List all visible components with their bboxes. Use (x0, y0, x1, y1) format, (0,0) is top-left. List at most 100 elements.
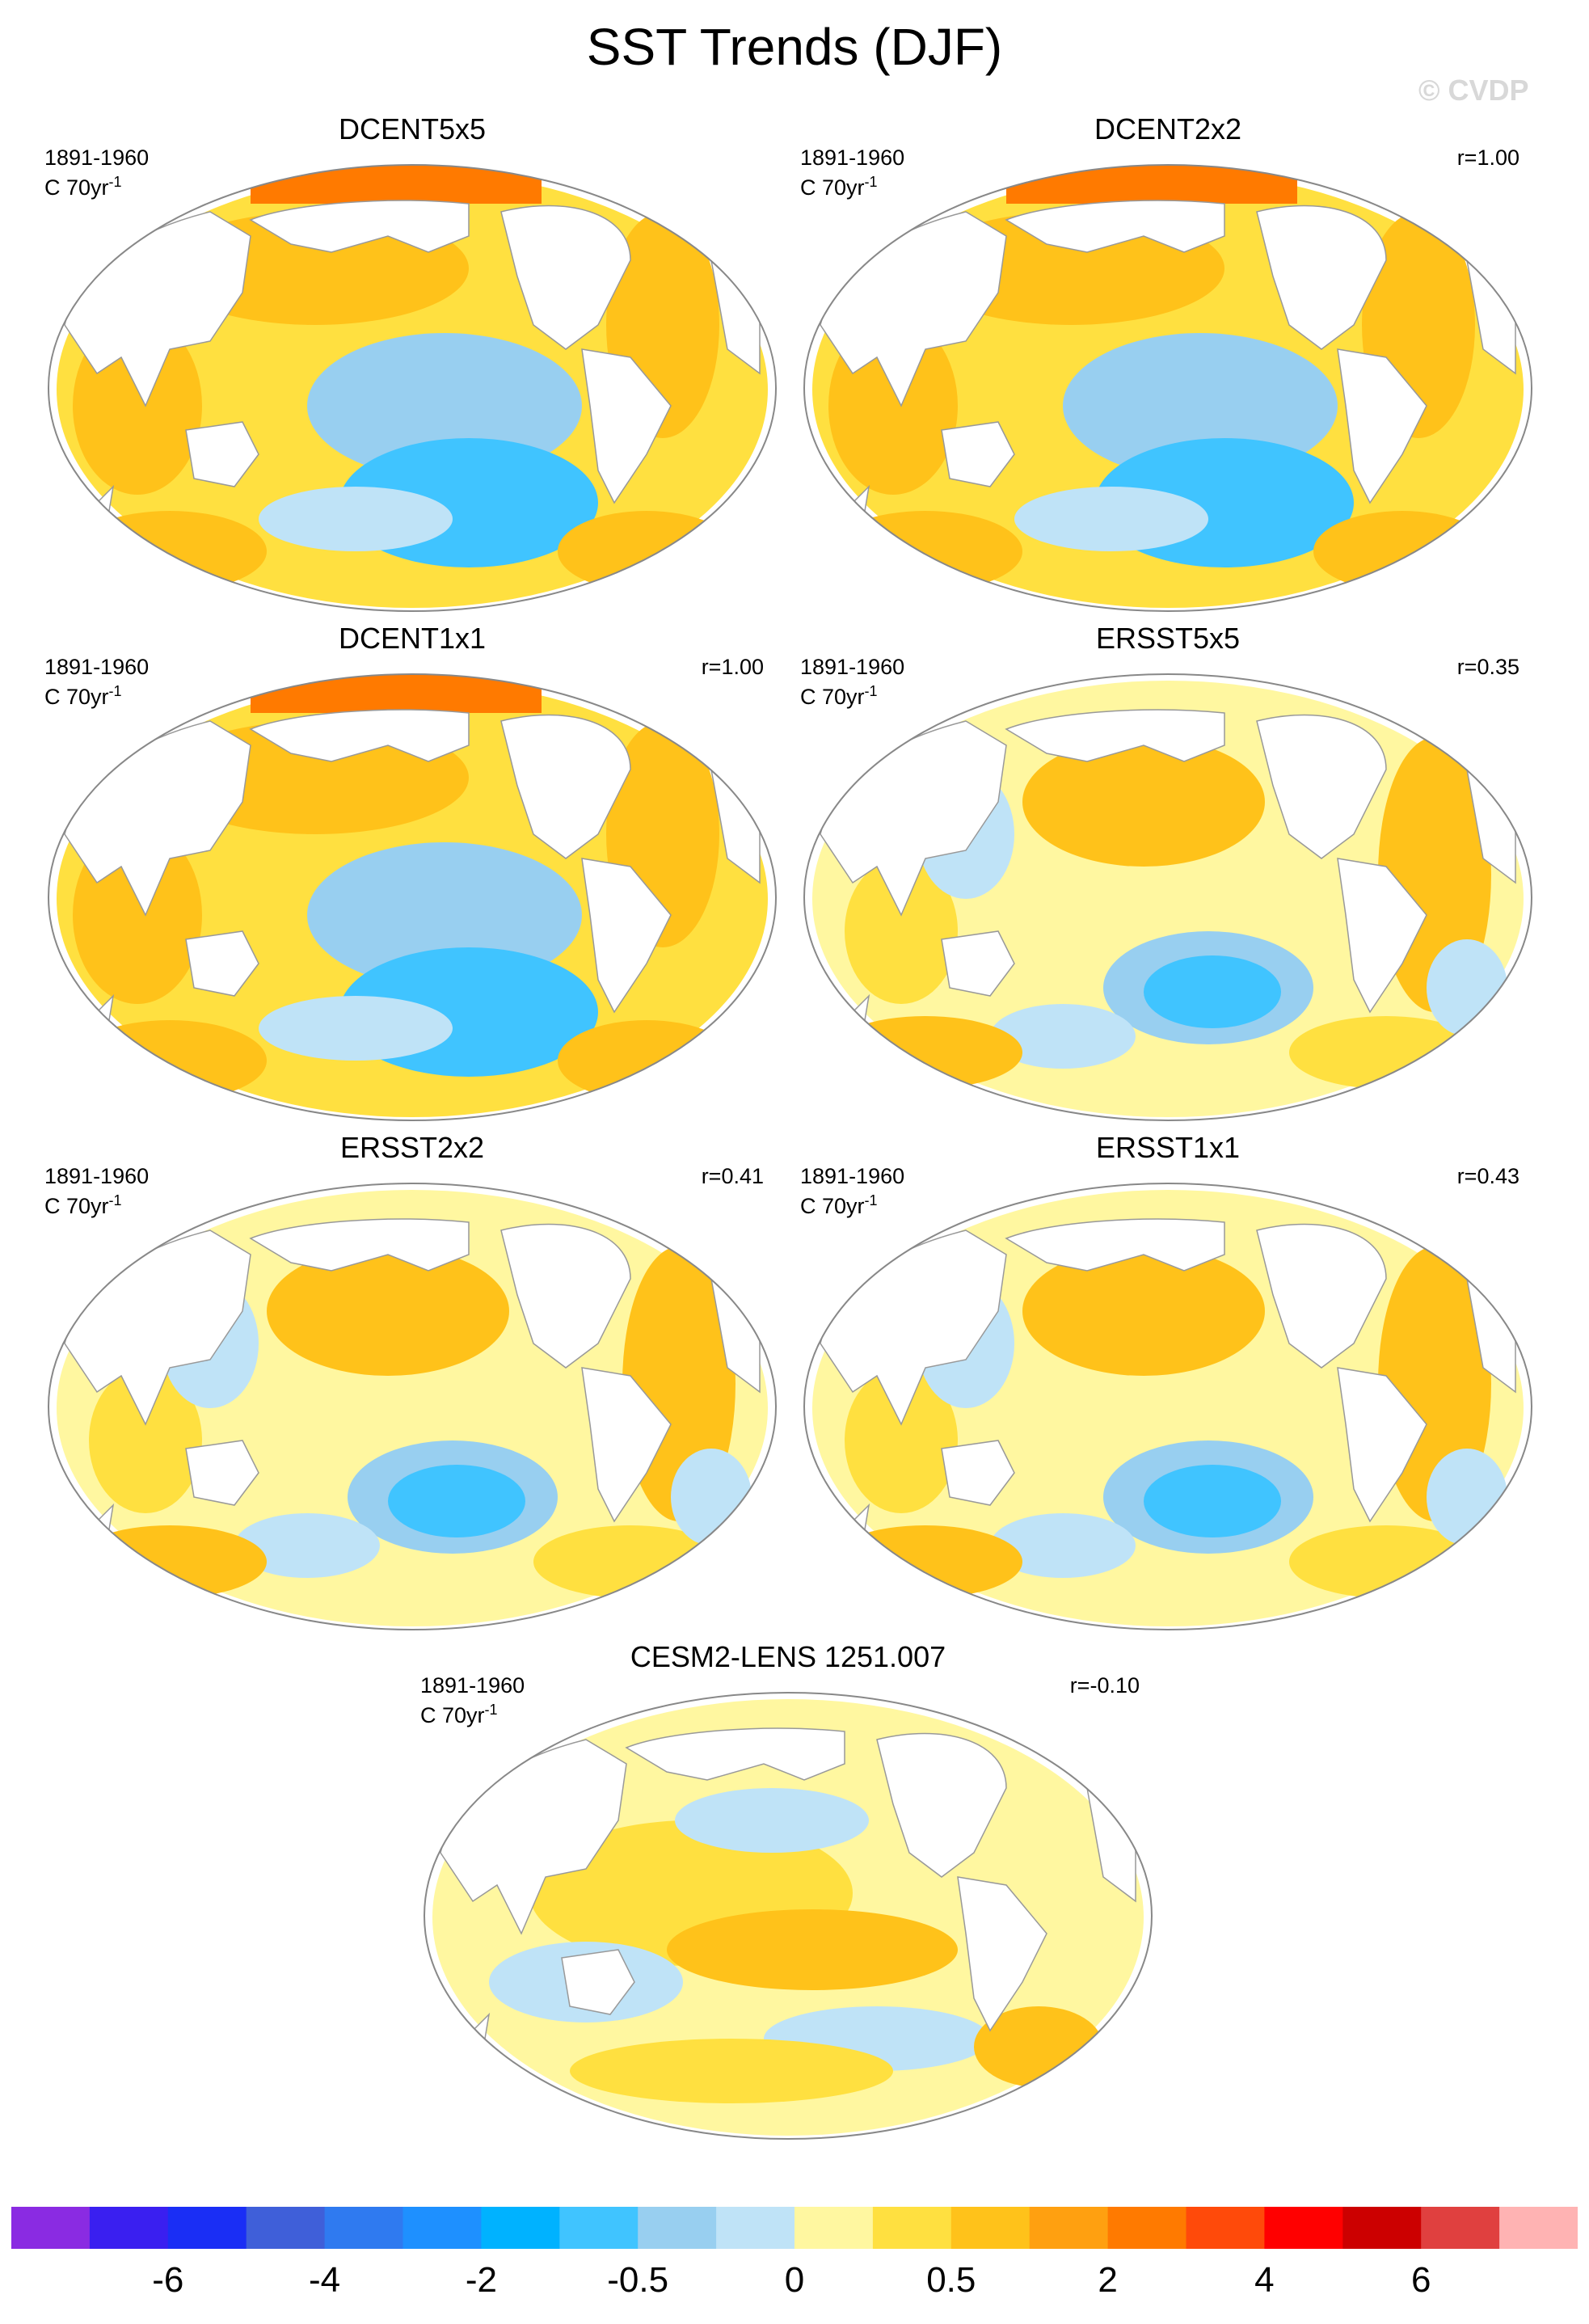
map-border (48, 164, 777, 612)
sst-region (558, 1020, 735, 1101)
panel-correlation: r=0.43 (1456, 1164, 1519, 1188)
land-mass (625, 1727, 845, 1781)
map-panel: DCENT1x1 1891-1960 C 70yr-1 r=1.00 (44, 622, 780, 1124)
colorbar-tick-label: 0 (784, 2260, 805, 2300)
colorbar-tick-label: 2 (1098, 2260, 1118, 2300)
map-panel: ERSST1x1 1891-1960 C 70yr-1 r=0.43 (800, 1132, 1536, 1633)
map-canvas (803, 1183, 1532, 1630)
colorbar-box (481, 2207, 560, 2249)
land-mass (249, 1218, 470, 1272)
panel-period: 1891-1960 (800, 655, 905, 679)
land-mass (581, 858, 672, 1014)
sst-region (259, 487, 453, 551)
panel-period: 1891-1960 (800, 146, 905, 170)
panel-correlation: r=1.00 (701, 655, 764, 679)
sst-region (570, 2039, 893, 2103)
sst-region (267, 1246, 509, 1376)
sst-region (828, 1016, 1022, 1089)
panel-title: DCENT5x5 (338, 112, 487, 146)
land-mass (581, 348, 672, 504)
sst-region (259, 996, 453, 1061)
watermark: © CVDP (1418, 74, 1529, 107)
sst-field (57, 1190, 768, 1626)
colorbar-box (1186, 2207, 1265, 2249)
land-mass (500, 1223, 631, 1369)
land-mass (249, 200, 470, 253)
figure-title: SST Trends (DJF) (586, 18, 1003, 76)
land-mass (1005, 200, 1225, 253)
colorbar-box (167, 2207, 247, 2249)
colorbar-box (872, 2207, 952, 2249)
land-mass (185, 421, 259, 487)
sst-region (1427, 939, 1507, 1036)
colorbar-tick-label: 0.5 (926, 2260, 976, 2300)
sst-region (251, 165, 542, 204)
panel-title: DCENT2x2 (1094, 112, 1242, 146)
colorbar-box (11, 2207, 91, 2249)
map-border (803, 164, 1532, 612)
colorbar-box (246, 2207, 326, 2249)
land-mass (185, 930, 259, 997)
panel-title: CESM2-LENS 1251.007 (630, 1640, 946, 1673)
sst-field (812, 681, 1524, 1117)
sst-region (990, 1004, 1136, 1069)
colorbar-box (1421, 2207, 1500, 2249)
panel-units: C 70yr-1 (800, 174, 878, 200)
map-canvas (803, 164, 1532, 612)
sst-region (828, 1525, 1022, 1598)
colorbar-tick-label: -6 (152, 2260, 184, 2300)
map-border (424, 1692, 1153, 2140)
sst-region (667, 1909, 958, 1990)
land-mass (941, 930, 1015, 997)
sst-region (388, 1465, 525, 1537)
land-mass (957, 1876, 1047, 2032)
land-mass (1337, 858, 1427, 1014)
map-panel: DCENT2x2 1891-1960 C 70yr-1 r=1.00 (800, 113, 1536, 614)
sst-region (828, 511, 1022, 592)
colorbar-box (89, 2207, 169, 2249)
sst-region (73, 1525, 267, 1598)
colorbar-box (559, 2207, 639, 2249)
map-canvas (424, 1692, 1153, 2140)
sst-field (432, 1699, 1144, 2136)
map-panel: CESM2-LENS 1251.007 1891-1960 C 70yr-1 r=-0… (420, 1641, 1156, 2142)
colorbar-box (403, 2207, 482, 2249)
sst-field (57, 165, 768, 608)
map-border (803, 1183, 1532, 1630)
colorbar-box (1107, 2207, 1186, 2249)
sst-region (1427, 1449, 1507, 1546)
map-canvas (803, 673, 1532, 1121)
panel-units: C 70yr-1 (44, 683, 122, 709)
colorbar-box (1029, 2207, 1109, 2249)
land-mass (1005, 1218, 1225, 1272)
land-mass (561, 1949, 635, 2015)
panel-correlation: r=0.35 (1456, 655, 1519, 679)
panel-period: 1891-1960 (420, 1673, 525, 1698)
land-mass (1256, 1223, 1387, 1369)
panel-correlation: r=1.00 (1456, 146, 1519, 170)
colorbar-box (638, 2207, 717, 2249)
sst-region (251, 674, 542, 713)
sst-field (812, 1190, 1524, 1626)
map-panel: ERSST5x5 1891-1960 C 70yr-1 r=0.35 (800, 622, 1536, 1124)
panel-title: ERSST5x5 (1095, 622, 1241, 655)
land-mass (876, 1732, 1007, 1878)
map-border (48, 1183, 777, 1630)
sst-region (845, 858, 958, 1004)
panel-title: ERSST2x2 (339, 1131, 485, 1164)
land-mass (500, 205, 631, 350)
land-mass (1005, 709, 1225, 762)
land-mass (1256, 205, 1387, 350)
map-canvas (48, 1183, 777, 1630)
map-panel: ERSST2x2 1891-1960 C 70yr-1 r=0.41 (44, 1132, 780, 1633)
colorbar (11, 2207, 1578, 2249)
sst-region (1144, 1465, 1281, 1537)
land-mass (941, 421, 1015, 487)
sst-region (671, 1449, 752, 1546)
panel-period: 1891-1960 (800, 1164, 905, 1188)
land-mass (185, 1440, 259, 1506)
map-canvas (48, 164, 777, 612)
map-panel: DCENT5x5 1891-1960 C 70yr-1 (44, 113, 780, 614)
colorbar-box (716, 2207, 795, 2249)
land-mass (500, 714, 631, 859)
